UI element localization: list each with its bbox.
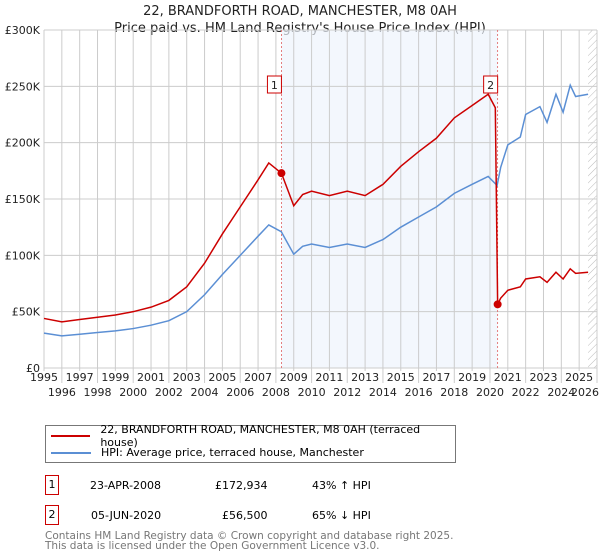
x-tick-label: 2006 <box>226 386 254 399</box>
annotation-box <box>483 75 499 94</box>
x-tick-label: 2001 <box>137 371 165 384</box>
footer: Contains HM Land Registry data © Crown c… <box>45 530 454 552</box>
x-tick-label: 2024 <box>547 386 575 399</box>
transaction-date: 23-APR-2008 <box>90 479 162 492</box>
x-tick-label: 2026 <box>571 386 599 399</box>
legend: 22, BRANDFORTH ROAD, MANCHESTER, M8 0AH … <box>45 422 456 463</box>
x-tick-label: 2003 <box>173 371 201 384</box>
x-tick-label: 2014 <box>369 386 397 399</box>
y-tick-label: £250K <box>5 80 41 93</box>
x-tick-label: 1995 <box>30 371 58 384</box>
price-chart: 1995 1996 1997 1998 1999 2000 2001 2002 2003 2004… <box>5 24 599 399</box>
annotation-box <box>266 75 282 94</box>
x-tick-label: 2025 <box>565 371 593 384</box>
x-tick-label: 2023 <box>529 371 557 384</box>
transaction-date: 05-JUN-2020 <box>91 509 162 522</box>
x-tick-label: 1999 <box>101 371 129 384</box>
transaction-badge: 1 <box>45 475 59 495</box>
hpi-line <box>43 83 589 337</box>
y-tick-label: £200K <box>5 137 41 150</box>
x-tick-label: 2008 <box>262 386 290 399</box>
footer-line: Contains HM Land Registry data © Crown c… <box>45 530 454 542</box>
property-price-line <box>43 93 589 323</box>
x-tick-label: 1996 <box>48 386 76 399</box>
transaction-hpi: 65% ↓ HPI <box>312 509 371 522</box>
footer-line: This data is licensed under the Open Gov… <box>45 540 380 552</box>
transaction-badge: 2 <box>45 505 59 525</box>
y-tick-label: £0 <box>26 362 40 375</box>
x-tick-label: 2000 <box>119 386 147 399</box>
y-tick-label: £300K <box>5 24 41 37</box>
x-tick-label: 2022 <box>512 386 540 399</box>
x-tick-label: 2018 <box>440 386 468 399</box>
transaction-price: £172,934 <box>215 479 268 492</box>
legend-label-property: 22, BRANDFORTH ROAD, MANCHESTER, M8 0AH … <box>100 422 421 449</box>
sale-point <box>493 300 502 309</box>
x-tick-label: 1998 <box>84 386 112 399</box>
transaction-row: 1 23-APR-2008 £172,934 43% ↑ HPI <box>45 475 465 495</box>
legend-swatch-property <box>51 434 91 437</box>
annotation-label: 2 <box>487 79 494 92</box>
x-tick-label: 2020 <box>476 386 504 399</box>
x-tick-label: 2015 <box>387 371 415 384</box>
x-tick-label: 2021 <box>494 371 522 384</box>
sale-point <box>277 169 286 178</box>
x-tick-label: 2011 <box>315 371 343 384</box>
transaction-price: £56,500 <box>222 509 268 522</box>
x-tick-label: 2005 <box>208 371 236 384</box>
x-tick-label: 2016 <box>405 386 433 399</box>
y-tick-label: £100K <box>5 249 41 262</box>
x-tick-label: 2012 <box>333 386 361 399</box>
x-tick-label: 2013 <box>351 371 379 384</box>
x-tick-label: 2002 <box>155 386 183 399</box>
transaction-row: 2 05-JUN-2020 £56,500 65% ↓ HPI <box>45 505 465 525</box>
legend-label-hpi: HPI: Average price, terraced house, Manc… <box>101 446 364 459</box>
x-tick-label: 2019 <box>458 371 486 384</box>
x-tick-label: 1997 <box>66 371 94 384</box>
x-tick-label: 2017 <box>422 371 450 384</box>
transaction-hpi: 43% ↑ HPI <box>312 479 371 492</box>
x-tick-label: 2009 <box>280 371 308 384</box>
chart-title: 22, BRANDFORTH ROAD, MANCHESTER, M8 0AH <box>143 4 457 19</box>
y-tick-label: £150K <box>5 193 41 206</box>
y-tick-label: £50K <box>12 306 41 319</box>
x-tick-label: 2010 <box>298 386 326 399</box>
annotation-label: 1 <box>271 79 278 92</box>
x-tick-label: 2007 <box>244 371 272 384</box>
legend-swatch-hpi <box>51 451 91 454</box>
x-tick-label: 2004 <box>191 386 219 399</box>
